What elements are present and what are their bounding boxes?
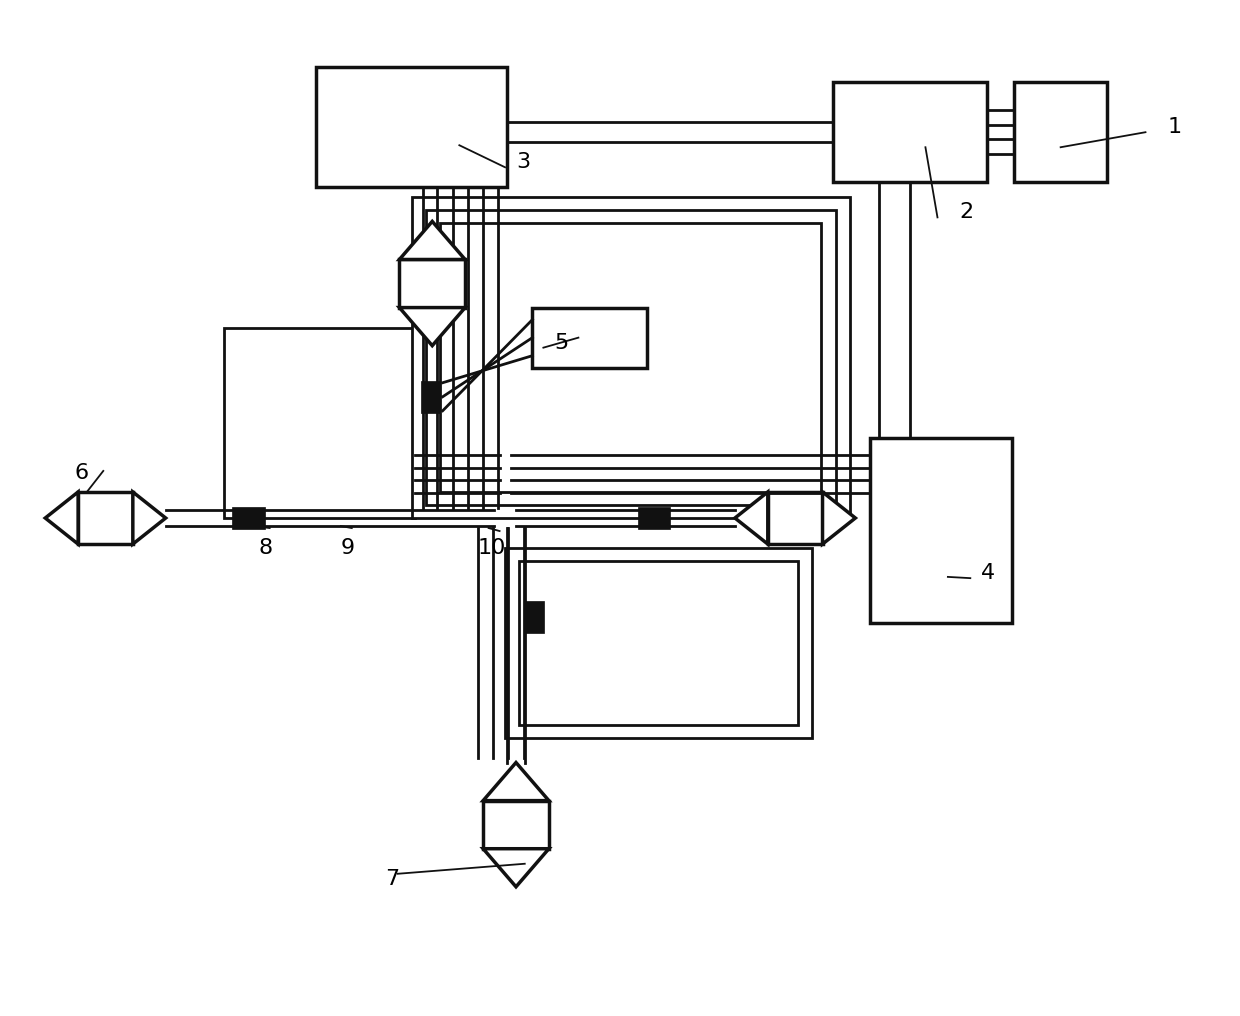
- Polygon shape: [484, 848, 549, 887]
- Polygon shape: [399, 308, 465, 345]
- FancyBboxPatch shape: [412, 197, 849, 518]
- FancyBboxPatch shape: [637, 507, 671, 529]
- FancyBboxPatch shape: [768, 492, 822, 545]
- Text: 4: 4: [981, 563, 996, 583]
- Text: 3: 3: [516, 152, 531, 173]
- FancyBboxPatch shape: [399, 259, 465, 308]
- FancyBboxPatch shape: [520, 561, 799, 725]
- FancyBboxPatch shape: [223, 327, 415, 518]
- Text: 10: 10: [477, 538, 506, 558]
- FancyBboxPatch shape: [1014, 82, 1107, 182]
- FancyBboxPatch shape: [316, 67, 507, 187]
- FancyBboxPatch shape: [420, 381, 440, 412]
- FancyBboxPatch shape: [525, 601, 544, 633]
- Polygon shape: [133, 492, 166, 545]
- Polygon shape: [484, 763, 549, 801]
- Text: 9: 9: [341, 538, 355, 558]
- Text: 2: 2: [960, 202, 973, 223]
- FancyBboxPatch shape: [505, 548, 811, 739]
- Text: 1: 1: [1167, 117, 1182, 137]
- Polygon shape: [822, 492, 856, 545]
- FancyBboxPatch shape: [78, 492, 133, 545]
- Text: 5: 5: [554, 332, 569, 353]
- Text: 6: 6: [74, 463, 88, 483]
- FancyBboxPatch shape: [440, 224, 821, 492]
- Polygon shape: [735, 492, 768, 545]
- FancyBboxPatch shape: [869, 438, 1012, 623]
- FancyBboxPatch shape: [484, 801, 549, 848]
- FancyBboxPatch shape: [427, 210, 836, 505]
- Polygon shape: [399, 221, 465, 259]
- FancyBboxPatch shape: [833, 82, 987, 182]
- Polygon shape: [46, 492, 78, 545]
- FancyBboxPatch shape: [532, 308, 647, 368]
- Text: 8: 8: [259, 538, 273, 558]
- Text: 7: 7: [384, 869, 399, 889]
- FancyBboxPatch shape: [232, 507, 265, 529]
